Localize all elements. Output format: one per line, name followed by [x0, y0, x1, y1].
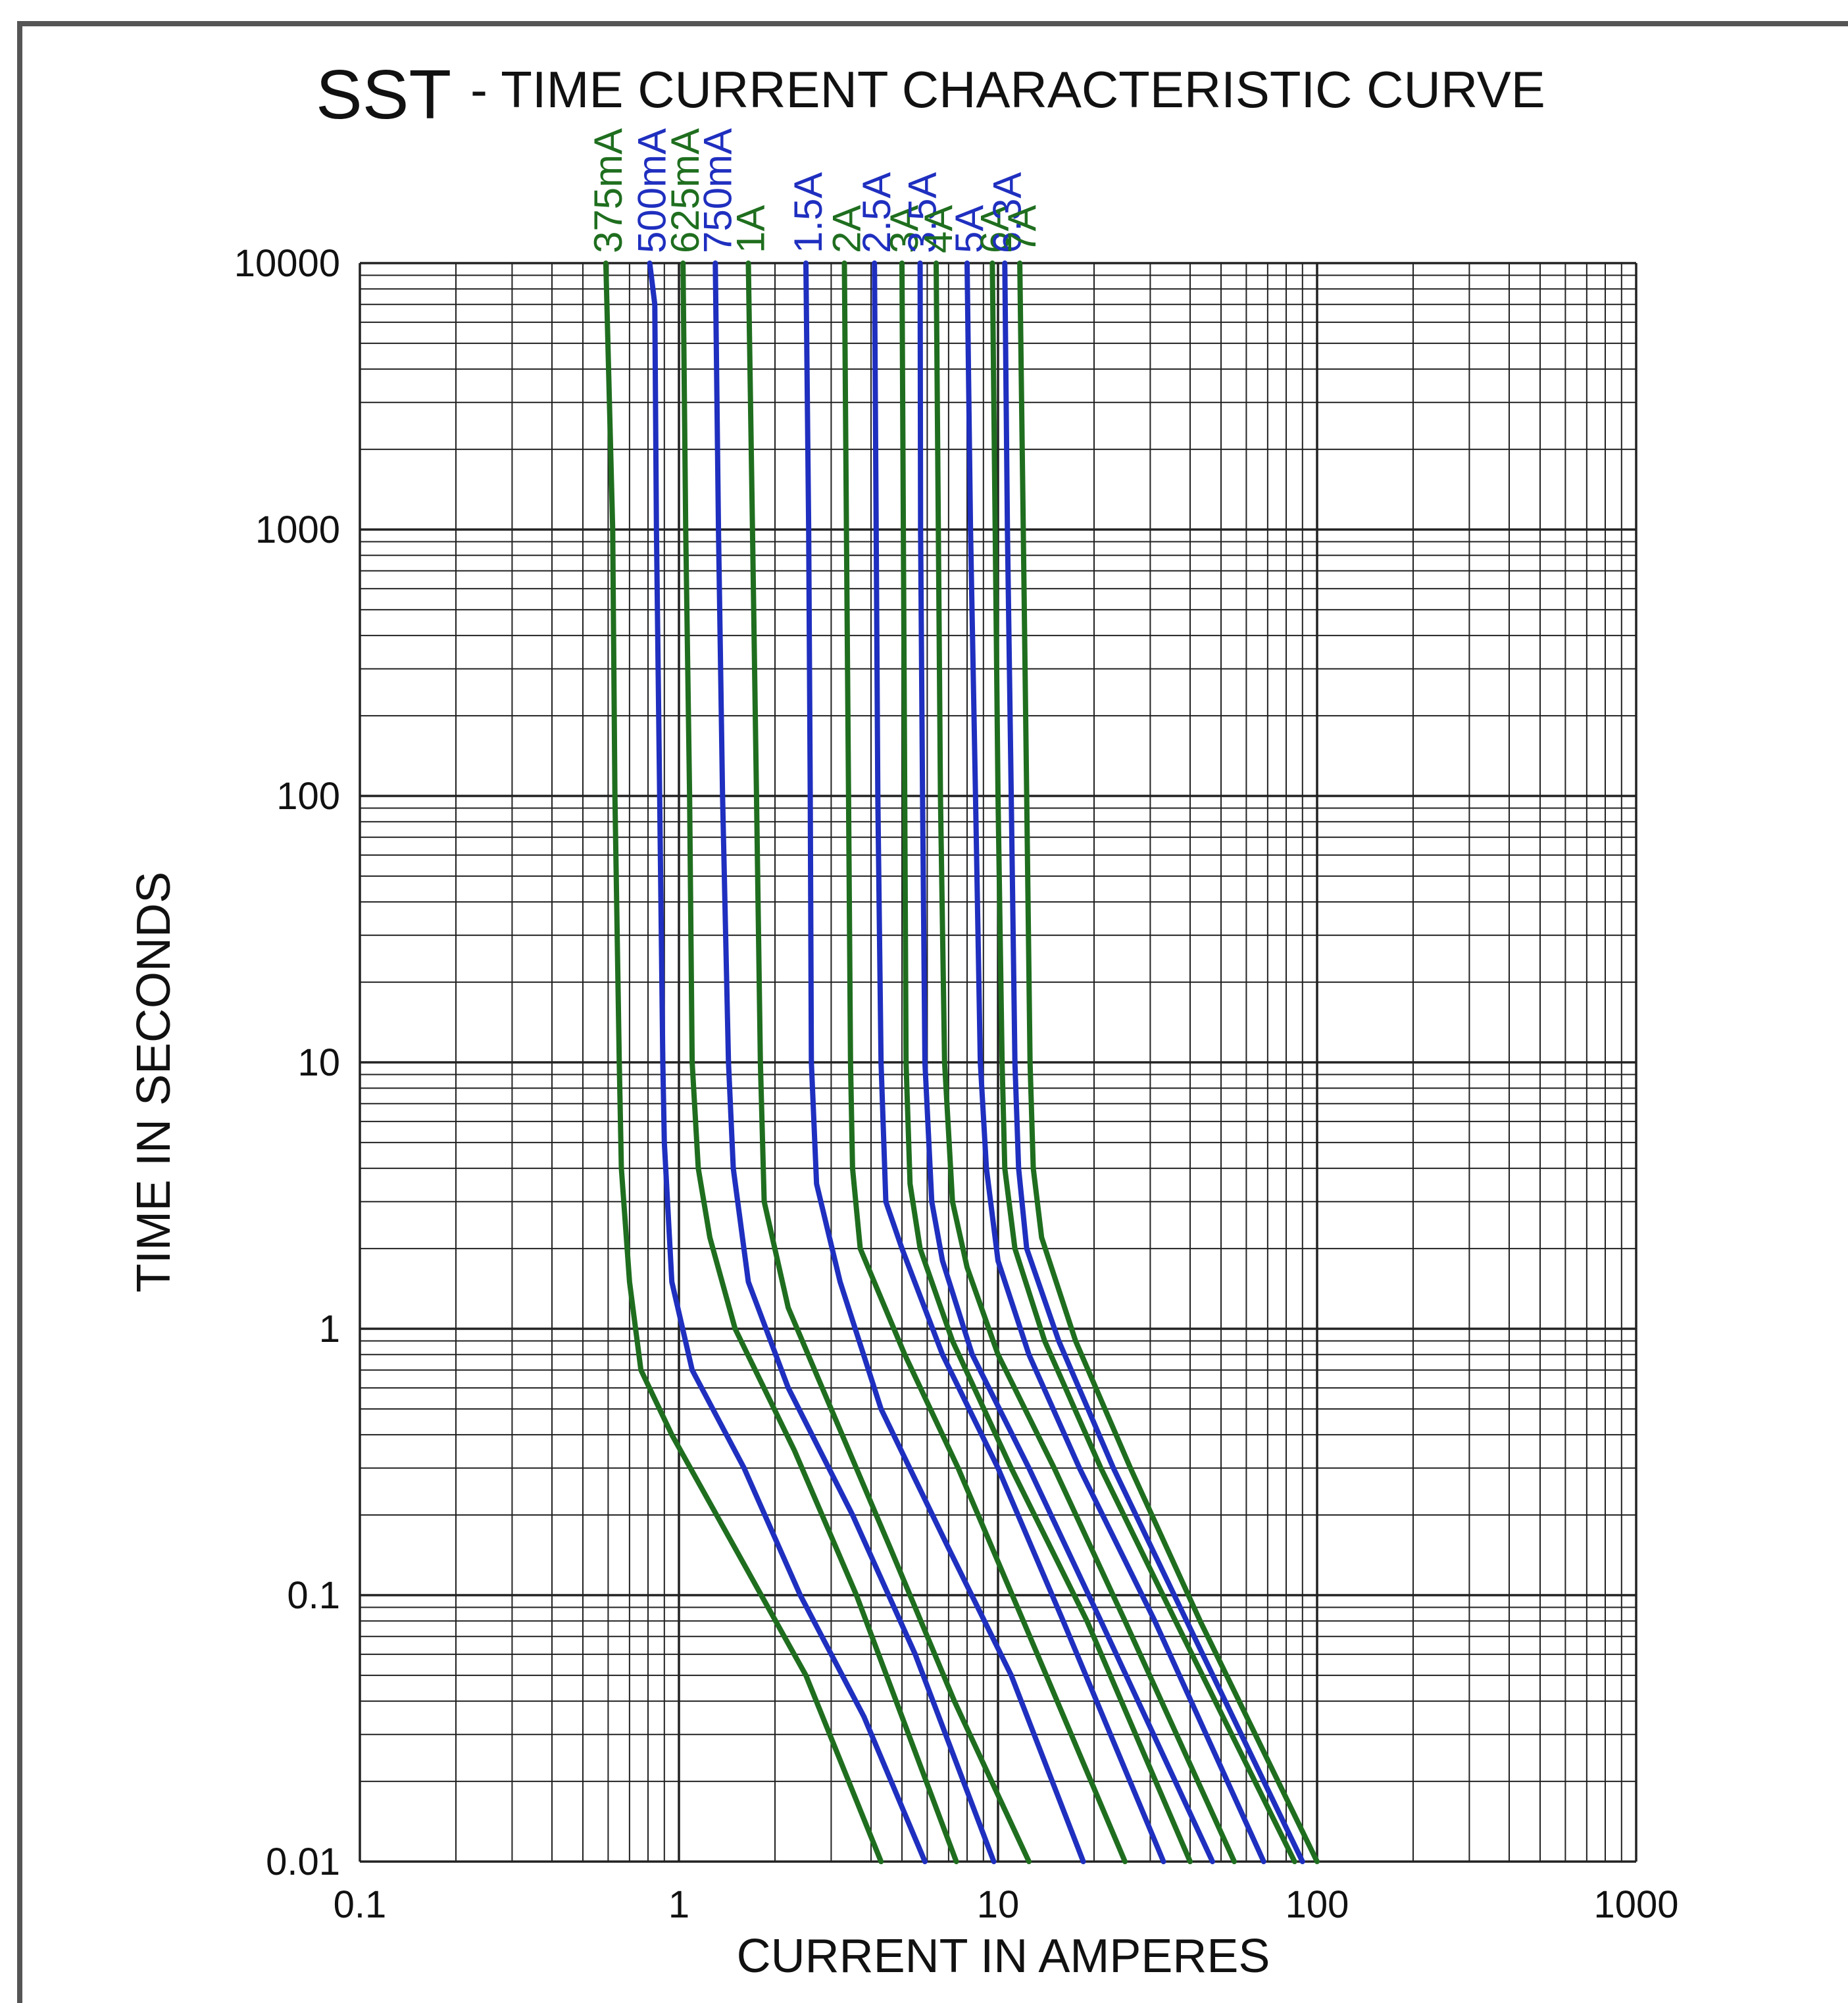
x-tick-label: 1	[668, 1883, 689, 1926]
curve-750mA	[712, 260, 997, 1864]
curve-625mA	[680, 260, 959, 1864]
series-label-3A: 3A	[882, 205, 926, 253]
curve-2A	[841, 260, 1128, 1864]
series-label-5A: 5A	[947, 205, 991, 253]
series-label-3.5A: 3.5A	[901, 172, 945, 253]
series-label-625mA: 625mA	[663, 128, 707, 253]
curve-500mA	[647, 260, 928, 1864]
y-tick-label: 10000	[234, 242, 340, 285]
curve-1.5A	[803, 260, 1086, 1864]
y-tick-label: 0.01	[266, 1841, 340, 1883]
series-label-750mA: 750mA	[695, 128, 739, 253]
y-tick-labels: 0.01 0.1 1 10 100 1000 10000	[234, 242, 340, 1883]
x-tick-label: 10	[977, 1883, 1020, 1926]
x-tick-label: 100	[1286, 1883, 1349, 1926]
curve-3.5A	[917, 260, 1215, 1864]
series-label-4A: 4A	[916, 205, 961, 253]
curve-2.5A	[872, 260, 1166, 1864]
x-axis-label: CURRENT IN AMPERES	[737, 1930, 1270, 1983]
y-tick-label: 1000	[255, 508, 340, 551]
x-tick-label: 1000	[1593, 1883, 1678, 1926]
curve-375mA	[603, 260, 884, 1864]
chart-frame	[17, 21, 1848, 2003]
curve-6.3A	[1002, 260, 1305, 1864]
curves-group	[603, 260, 1320, 1864]
series-label-375mA: 375mA	[586, 128, 630, 253]
series-label-7A: 7A	[1000, 205, 1044, 253]
plot-grid	[359, 262, 1637, 1863]
curve-6A	[989, 260, 1297, 1864]
y-axis-label: TIME IN SECONDS	[128, 872, 180, 1293]
curve-5A	[964, 260, 1266, 1864]
series-label-6A: 6A	[972, 205, 1016, 253]
y-tick-label: 1	[319, 1308, 340, 1350]
series-label-500mA: 500mA	[630, 128, 674, 253]
curve-4A	[934, 260, 1237, 1864]
y-tick-label: 0.1	[287, 1574, 340, 1617]
curve-3A	[899, 260, 1193, 1864]
series-label-2A: 2A	[824, 205, 868, 253]
curve-1A	[745, 260, 1032, 1864]
chart-subtitle: - TIME CURRENT CHARACTERISTIC CURVE	[470, 61, 1545, 118]
y-tick-label: 100	[276, 775, 340, 818]
x-tick-label: 0.1	[334, 1883, 387, 1926]
series-label-2.5A: 2.5A	[855, 172, 899, 253]
y-tick-label: 10	[297, 1041, 340, 1084]
chart-title: SST	[316, 56, 451, 134]
series-label-1.5A: 1.5A	[786, 172, 830, 253]
series-label-1A: 1A	[728, 205, 772, 253]
series-label-6.3A: 6.3A	[985, 172, 1029, 253]
curve-7A	[1017, 260, 1320, 1864]
x-tick-labels: 0.1 1 10 100 1000	[334, 1883, 1679, 1926]
